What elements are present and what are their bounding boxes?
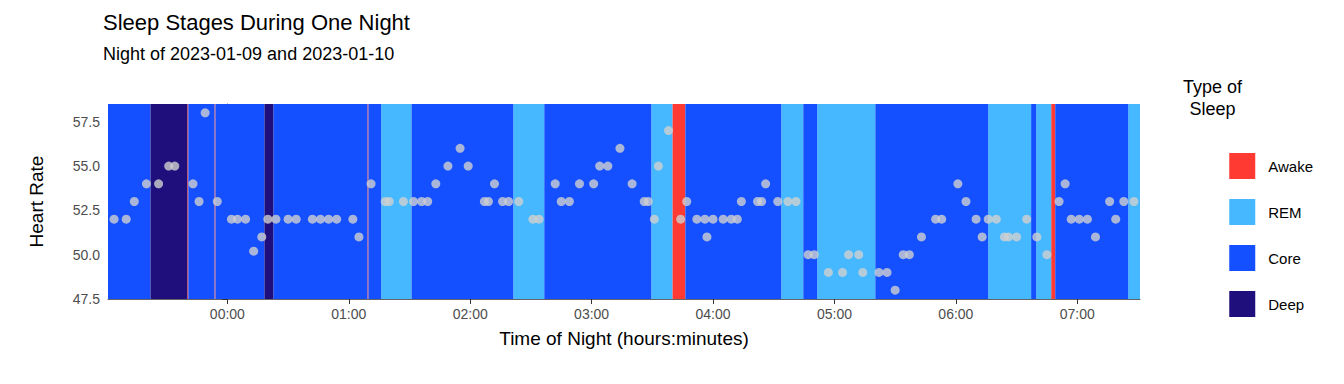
svg-text:Sleep: Sleep [1189, 99, 1235, 119]
svg-text:Time of Night (hours:minutes): Time of Night (hours:minutes) [499, 328, 749, 349]
svg-text:03:00: 03:00 [574, 306, 609, 322]
svg-text:Core: Core [1268, 250, 1301, 267]
svg-text:50.0: 50.0 [73, 247, 100, 263]
svg-text:07:00: 07:00 [1060, 306, 1095, 322]
svg-text:Deep: Deep [1268, 296, 1304, 313]
svg-text:04:00: 04:00 [696, 306, 731, 322]
svg-text:Night of 2023-01-09 and 2023-0: Night of 2023-01-09 and 2023-01-10 [103, 44, 394, 64]
svg-text:47.5: 47.5 [73, 291, 100, 307]
svg-text:01:00: 01:00 [331, 306, 366, 322]
svg-text:02:00: 02:00 [453, 306, 488, 322]
svg-text:57.5: 57.5 [73, 114, 100, 130]
svg-text:Heart Rate: Heart Rate [26, 156, 47, 248]
svg-text:Type of: Type of [1183, 77, 1243, 97]
svg-text:55.0: 55.0 [73, 158, 100, 174]
svg-text:06:00: 06:00 [938, 306, 973, 322]
svg-text:05:00: 05:00 [817, 306, 852, 322]
svg-text:00:00: 00:00 [210, 306, 245, 322]
svg-text:Awake: Awake [1268, 158, 1313, 175]
svg-text:REM: REM [1268, 204, 1301, 221]
svg-text:Sleep Stages During One Night: Sleep Stages During One Night [103, 10, 410, 35]
svg-text:52.5: 52.5 [73, 202, 100, 218]
